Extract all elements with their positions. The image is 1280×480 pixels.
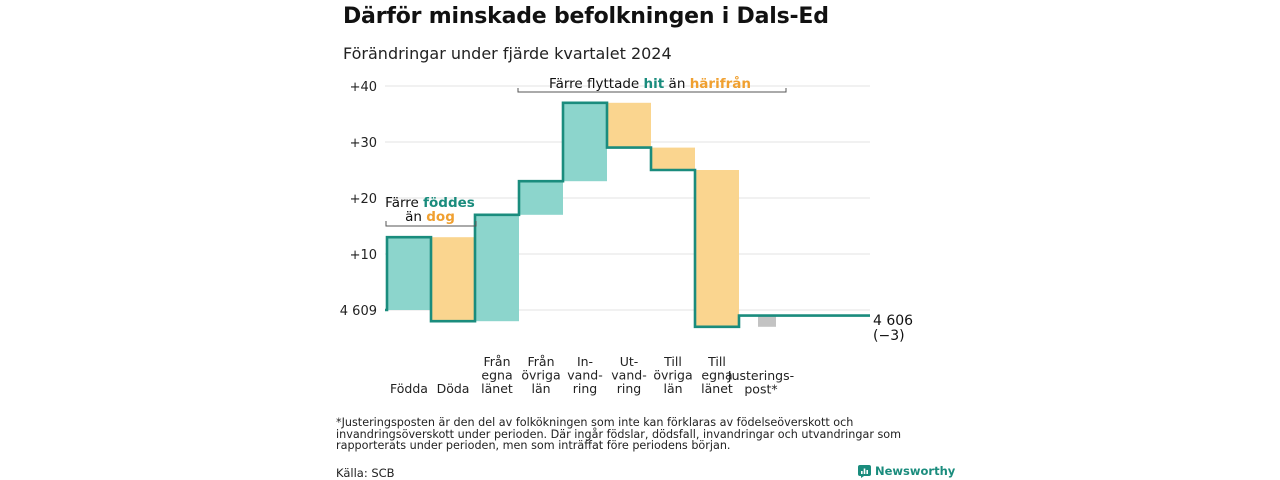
births-annotation-line1: Färre föddes <box>385 195 475 211</box>
x-tick-label: ring <box>573 381 597 396</box>
source-label: Källa: SCB <box>336 466 395 480</box>
bar <box>519 181 563 215</box>
births-annotation: Färre föddes än dog <box>385 195 477 227</box>
y-tick-label: +20 <box>350 192 377 207</box>
waterfall-chart: 4 609+10+20+30+40 Födda DödaFrånegnalänet… <box>340 75 913 397</box>
x-axis: Födda DödaFrånegnalänetFrånövrigalänIn-va… <box>390 354 794 397</box>
x-tick-label: Från <box>483 354 510 369</box>
bars <box>387 102 776 327</box>
y-tick-label: +30 <box>350 136 377 151</box>
newsworthy-logo[interactable]: Newsworthy <box>858 464 955 478</box>
x-tick-label: egna <box>701 368 732 383</box>
bar <box>651 147 695 170</box>
x-tick-label: ring <box>617 381 641 396</box>
x-tick-label: län <box>531 381 550 396</box>
migration-annotation: Färre flyttade hit än härifrån <box>517 75 787 93</box>
x-tick-label: vand- <box>611 368 646 383</box>
x-tick-label: län <box>663 381 682 396</box>
end-change-label: (−3) <box>873 328 905 344</box>
bar <box>607 102 651 148</box>
bar <box>387 237 431 310</box>
chart-title: Därför minskade befolkningen i Dals-Ed <box>343 4 829 29</box>
chart-subtitle: Förändringar under fjärde kvartalet 2024 <box>343 44 672 63</box>
bar <box>563 102 607 182</box>
bar <box>431 237 475 322</box>
footnote: *Justeringsposten är den del av folkökni… <box>336 416 902 452</box>
y-axis: 4 609 +10 +20 +30 +40 <box>340 80 377 319</box>
bar <box>758 315 776 327</box>
bar <box>475 214 519 322</box>
y-tick-label: +10 <box>350 248 377 263</box>
x-tick-label: In- <box>577 354 593 369</box>
bar <box>695 170 739 327</box>
newsworthy-icon <box>858 464 871 478</box>
x-tick-label: övriga <box>653 368 692 383</box>
x-tick-label: egna <box>481 368 512 383</box>
x-tick-label: Justerings- <box>727 368 794 383</box>
births-annotation-line2: än dog <box>405 209 455 225</box>
migration-bracket <box>517 88 787 93</box>
x-tick-label: Till <box>663 354 682 369</box>
x-tick-label: länet <box>701 381 733 396</box>
x-tick-label: länet <box>481 381 513 396</box>
y-tick-label: +40 <box>350 80 377 95</box>
x-tick-label: Från <box>527 354 554 369</box>
births-bracket <box>385 221 477 227</box>
step-line <box>385 101 870 329</box>
x-tick-label: Döda <box>437 381 470 396</box>
x-tick-label: Ut- <box>620 354 639 369</box>
end-value-label: 4 606 <box>873 313 913 329</box>
x-tick-label: post* <box>744 382 777 397</box>
x-tick-label: Födda <box>390 381 428 396</box>
x-tick-label: Till <box>707 354 726 369</box>
cumulative-line <box>385 101 870 329</box>
brand-label: Newsworthy <box>875 464 956 478</box>
y-tick-base: 4 609 <box>340 304 377 319</box>
x-tick-label: övriga <box>521 368 560 383</box>
migration-annotation-text: Färre flyttade hit än härifrån <box>549 75 751 92</box>
x-tick-label: vand- <box>567 368 602 383</box>
